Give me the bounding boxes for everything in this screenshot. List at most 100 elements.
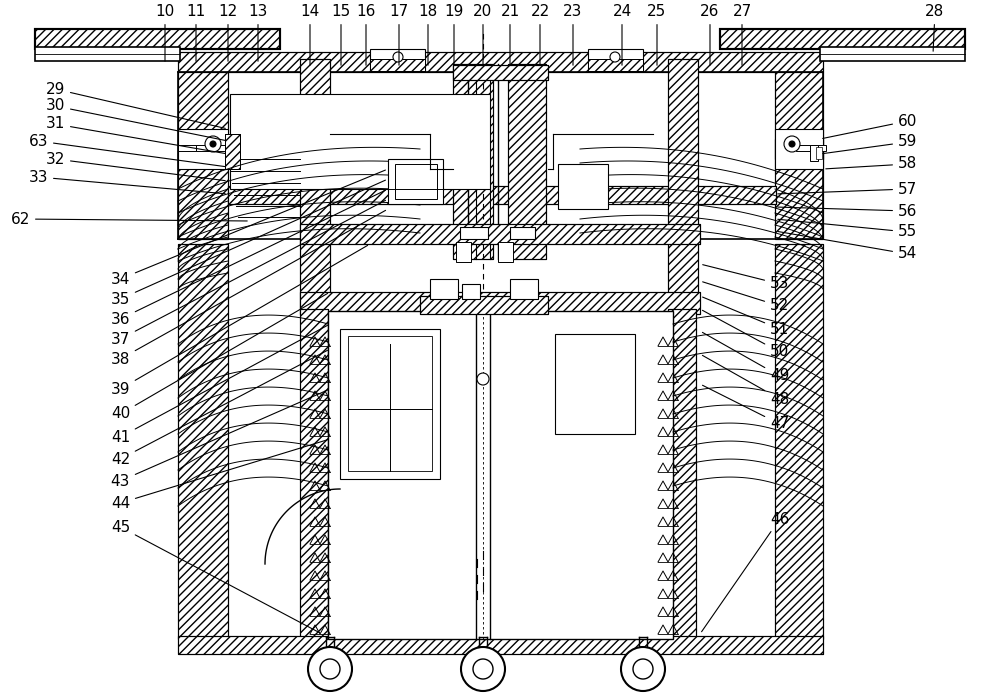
Bar <box>775 244 823 639</box>
Text: 42: 42 <box>111 350 328 466</box>
Text: 10: 10 <box>155 4 175 62</box>
Circle shape <box>473 659 493 679</box>
Circle shape <box>610 52 620 62</box>
Bar <box>395 164 437 199</box>
Text: 15: 15 <box>331 4 351 65</box>
Text: 21: 21 <box>500 4 520 65</box>
Bar <box>820 47 965 61</box>
Bar <box>370 59 425 71</box>
Text: 53: 53 <box>703 265 789 291</box>
Text: 17: 17 <box>389 4 409 65</box>
Bar <box>588 49 643 71</box>
Bar <box>668 59 698 309</box>
Text: 51: 51 <box>703 297 789 336</box>
Text: 25: 25 <box>647 4 667 65</box>
Bar <box>453 64 493 259</box>
Text: 28: 28 <box>925 4 945 51</box>
Bar <box>178 129 228 169</box>
Text: 48: 48 <box>702 355 789 407</box>
Bar <box>810 145 818 161</box>
Bar <box>816 147 822 159</box>
Bar <box>460 227 488 239</box>
Bar <box>230 94 490 189</box>
Bar <box>388 159 443 204</box>
Bar <box>178 52 823 72</box>
Bar <box>328 311 673 639</box>
Bar <box>300 59 330 309</box>
Bar <box>668 309 696 639</box>
Text: 24: 24 <box>612 4 632 65</box>
Bar <box>300 59 330 309</box>
Bar <box>300 309 328 639</box>
Bar <box>775 72 823 239</box>
Bar <box>225 134 240 169</box>
Bar <box>370 49 425 71</box>
Bar <box>35 29 280 49</box>
Text: 39: 39 <box>110 245 368 396</box>
Circle shape <box>308 647 352 691</box>
Bar <box>300 224 700 244</box>
Text: 44: 44 <box>111 440 327 510</box>
Text: 56: 56 <box>778 203 917 219</box>
Text: 35: 35 <box>111 180 385 306</box>
Text: 38: 38 <box>111 210 386 366</box>
Bar <box>668 59 698 309</box>
Circle shape <box>789 141 795 147</box>
Text: 27: 27 <box>732 4 752 65</box>
Text: 22: 22 <box>530 4 550 65</box>
Bar <box>588 59 643 71</box>
Bar <box>225 134 240 169</box>
Text: 16: 16 <box>356 4 376 65</box>
Text: 41: 41 <box>111 325 328 445</box>
Bar <box>453 65 548 80</box>
Bar <box>796 145 826 151</box>
Circle shape <box>784 136 800 152</box>
Bar <box>228 186 776 204</box>
Bar <box>178 139 228 159</box>
Circle shape <box>210 141 216 147</box>
Bar <box>228 186 776 204</box>
Text: 34: 34 <box>111 170 385 287</box>
Text: 13: 13 <box>248 4 268 62</box>
Bar <box>300 292 700 314</box>
Bar <box>178 244 228 639</box>
Bar <box>508 64 546 259</box>
Bar <box>558 164 608 209</box>
Circle shape <box>461 647 505 691</box>
Bar <box>300 292 700 314</box>
Text: 55: 55 <box>778 219 917 240</box>
Bar <box>178 72 228 239</box>
Text: 36: 36 <box>110 190 386 326</box>
Text: 60: 60 <box>823 113 917 138</box>
Text: 52: 52 <box>703 282 789 313</box>
Text: 47: 47 <box>702 385 789 431</box>
Bar <box>588 59 643 71</box>
Bar <box>178 139 228 159</box>
Text: 37: 37 <box>111 201 386 347</box>
Text: 11: 11 <box>186 4 206 62</box>
Text: 45: 45 <box>111 519 320 633</box>
Bar <box>462 284 480 299</box>
Bar <box>456 242 471 262</box>
Bar <box>430 279 458 299</box>
Text: 62: 62 <box>11 212 247 226</box>
Text: 23: 23 <box>563 4 583 65</box>
Text: 12: 12 <box>218 4 238 62</box>
Bar <box>35 47 180 61</box>
Bar <box>510 279 538 299</box>
Circle shape <box>477 373 489 385</box>
Text: 63: 63 <box>28 134 225 166</box>
Bar <box>453 64 493 259</box>
Bar <box>720 29 965 49</box>
Bar <box>300 309 328 639</box>
Circle shape <box>320 659 340 679</box>
Bar <box>178 145 196 151</box>
Text: 26: 26 <box>700 4 720 65</box>
Bar <box>340 329 440 479</box>
Text: 59: 59 <box>823 134 917 154</box>
Text: 30: 30 <box>46 99 225 140</box>
Text: 33: 33 <box>28 169 225 194</box>
Text: 40: 40 <box>111 294 328 421</box>
Text: 19: 19 <box>444 4 464 65</box>
Bar <box>178 72 228 239</box>
